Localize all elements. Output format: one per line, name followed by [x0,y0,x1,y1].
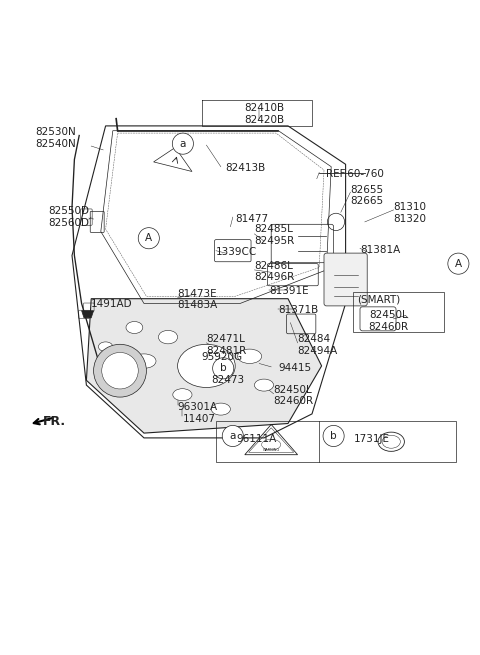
Text: 81473E
81483A: 81473E 81483A [178,289,218,310]
Text: (SMART): (SMART) [358,295,401,305]
Text: 82473: 82473 [211,375,244,385]
Circle shape [94,345,146,397]
Text: b: b [330,431,337,441]
Text: 81391E: 81391E [269,286,309,296]
FancyBboxPatch shape [324,253,367,306]
Ellipse shape [126,375,143,385]
Polygon shape [82,310,94,318]
Ellipse shape [254,379,274,391]
Text: a: a [180,139,186,149]
Text: 1339CC: 1339CC [216,247,257,257]
Ellipse shape [98,342,113,352]
Ellipse shape [173,388,192,401]
Text: 82550D
82560D: 82550D 82560D [48,206,89,228]
Ellipse shape [187,348,216,365]
Circle shape [172,133,193,154]
Text: REF.60-760: REF.60-760 [326,169,384,179]
Text: 81371B: 81371B [278,305,319,315]
Text: 82655
82665: 82655 82665 [350,185,384,206]
Ellipse shape [238,349,262,364]
Text: 81477: 81477 [235,214,268,223]
Text: A: A [145,233,152,243]
Text: 82484
82494A: 82484 82494A [298,334,338,356]
Text: 82450L
82460R: 82450L 82460R [274,385,314,407]
Polygon shape [86,299,322,433]
Circle shape [448,253,469,274]
Ellipse shape [158,330,178,344]
Text: b: b [220,364,227,373]
Ellipse shape [132,354,156,368]
Text: 82471L
82481R: 82471L 82481R [206,334,247,356]
Ellipse shape [211,403,230,415]
Ellipse shape [178,345,235,388]
Text: 96111A: 96111A [237,434,277,444]
Text: 1491AD: 1491AD [91,299,133,309]
Text: a: a [229,431,236,441]
Text: 94415: 94415 [278,364,312,373]
Text: 82450L
82460R: 82450L 82460R [369,310,409,332]
Ellipse shape [126,322,143,333]
Text: 82486L
82496R: 82486L 82496R [254,261,295,282]
Circle shape [222,425,243,447]
Text: FR.: FR. [43,415,66,428]
Text: 81310
81320: 81310 81320 [394,202,427,224]
Circle shape [102,352,138,389]
Text: 81381A: 81381A [360,245,400,255]
Text: 11407: 11407 [182,414,216,424]
Circle shape [213,358,234,379]
Text: A: A [455,259,462,269]
Text: 82413B: 82413B [226,163,266,173]
Text: 96301A: 96301A [178,402,218,412]
Text: 82485L
82495R: 82485L 82495R [254,224,295,246]
Text: 1731JE: 1731JE [354,434,390,444]
Text: 95920G: 95920G [202,352,243,362]
Text: 82410B
82420B: 82410B 82420B [244,103,284,124]
Circle shape [138,228,159,249]
Circle shape [323,425,344,447]
Text: 82530N
82540N: 82530N 82540N [35,127,75,149]
Text: WARNING: WARNING [263,449,280,453]
